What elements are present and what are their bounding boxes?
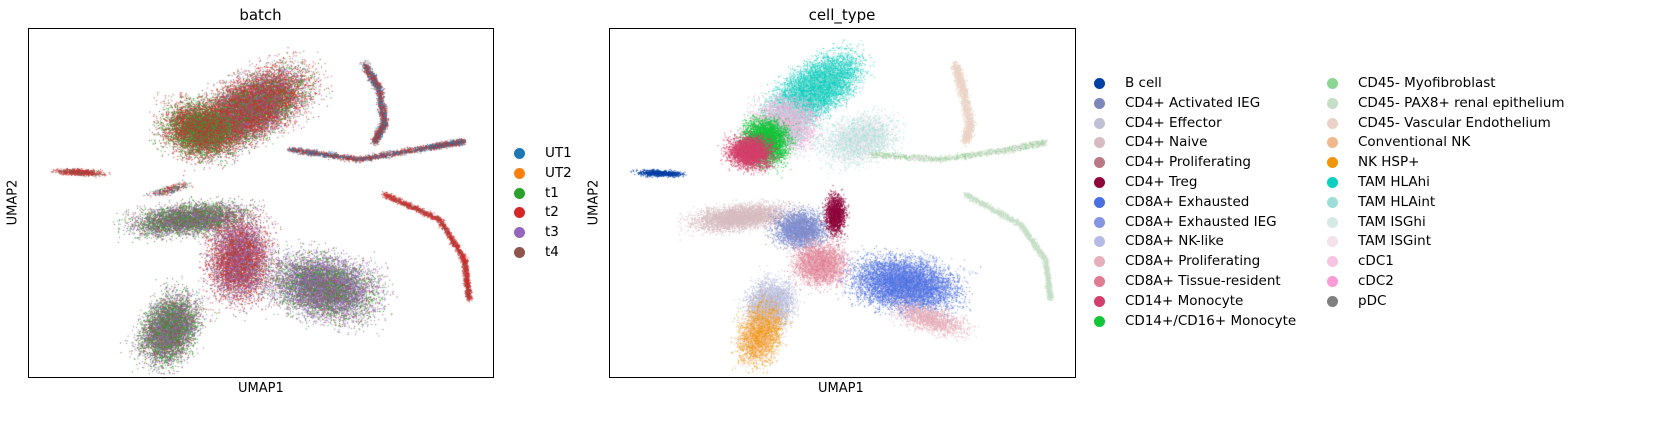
- panel-title-cell-type: cell_type: [808, 6, 876, 24]
- legend-marker: [1094, 236, 1105, 248]
- x-axis-label-batch: UMAP1: [238, 381, 284, 396]
- plot-area-batch: [28, 28, 495, 379]
- umap-scatter-batch: [29, 29, 495, 379]
- legend-marker: [1094, 276, 1105, 287]
- legend-marker: [1094, 157, 1105, 169]
- y-axis-label-cell-type: UMAP2: [586, 179, 602, 226]
- legend-marker: [514, 187, 525, 199]
- umap-scatter-cell-type: [610, 29, 1077, 379]
- legend-marker: [1327, 117, 1338, 129]
- legend-marker: [514, 227, 525, 239]
- legend-marker: [1094, 97, 1105, 109]
- legend-label: CD45- Myofibroblast: [1358, 75, 1496, 91]
- legend-label: CD45- Vascular Endothelium: [1358, 114, 1551, 131]
- legend-marker: [1327, 137, 1338, 149]
- legend-marker: [1094, 117, 1105, 129]
- panel-title-batch: batch: [239, 6, 282, 24]
- legend-marker: [514, 148, 525, 159]
- legend-label: cDC2: [1358, 273, 1394, 289]
- legend-marker: [1327, 177, 1338, 188]
- legend-label: pDC: [1358, 292, 1387, 309]
- legend-marker: [1094, 78, 1105, 89]
- legend-label: NK HSP+: [1358, 154, 1420, 171]
- legend-label: t4: [545, 244, 559, 260]
- legend-marker: [1327, 157, 1338, 169]
- legend-label: B cell: [1125, 75, 1162, 91]
- legend-label: CD4+ Treg: [1125, 174, 1198, 190]
- legend-marker: [1327, 256, 1338, 268]
- legend-label: CD14+/CD16+ Monocyte: [1125, 312, 1297, 329]
- legend-marker: [1094, 216, 1105, 228]
- legend-marker: [1327, 78, 1338, 89]
- legend-marker: [1094, 196, 1105, 208]
- legend-marker: [1327, 97, 1338, 109]
- legend-label: CD8A+ Exhausted: [1125, 193, 1250, 210]
- legend-label: Conventional NK: [1358, 134, 1471, 151]
- legend-label: TAM ISGhi: [1358, 213, 1426, 230]
- x-axis-label-cell-type: UMAP1: [818, 381, 864, 396]
- legend-marker: [1327, 196, 1338, 208]
- legend-marker: [1327, 236, 1338, 248]
- legend-label: CD8A+ Tissue-resident: [1125, 273, 1281, 289]
- legend-marker: [514, 167, 525, 179]
- legend-label: TAM ISGint: [1358, 233, 1431, 250]
- legend-label: CD4+ Naive: [1125, 134, 1208, 151]
- legend-label: UT1: [545, 145, 572, 161]
- legend-marker: [514, 247, 525, 258]
- legend-marker: [1327, 295, 1338, 307]
- legend-label: cDC1: [1358, 253, 1394, 270]
- legend-marker: [1094, 315, 1105, 327]
- legend-label: CD8A+ Proliferating: [1125, 253, 1261, 270]
- legend-marker: [1327, 216, 1338, 228]
- y-axis-label-batch: UMAP2: [5, 179, 21, 226]
- legend-label: t3: [545, 224, 559, 241]
- legend-marker: [1094, 256, 1105, 268]
- legend-label: TAM HLAint: [1358, 193, 1436, 210]
- legend-label: CD4+ Proliferating: [1125, 154, 1251, 171]
- legend-label: CD8A+ Exhausted IEG: [1125, 213, 1277, 230]
- legend-label: CD45- PAX8+ renal epithelium: [1358, 94, 1565, 111]
- legend-marker: [1094, 177, 1105, 188]
- plot-area-cell-type: [609, 28, 1077, 379]
- legend-label: CD4+ Effector: [1125, 114, 1222, 131]
- legend-label: CD14+ Monocyte: [1125, 292, 1244, 309]
- legend-label: t1: [545, 184, 559, 201]
- legend-label: TAM HLAhi: [1358, 174, 1430, 190]
- legend-marker: [1094, 295, 1105, 307]
- legend-marker: [514, 207, 525, 219]
- legend-marker: [1094, 137, 1105, 149]
- legend-label: CD4+ Activated IEG: [1125, 94, 1261, 111]
- legend-label: CD8A+ NK-like: [1125, 233, 1224, 250]
- legend-label: t2: [545, 204, 559, 221]
- legend-label: UT2: [545, 164, 572, 181]
- legend-marker: [1327, 276, 1338, 287]
